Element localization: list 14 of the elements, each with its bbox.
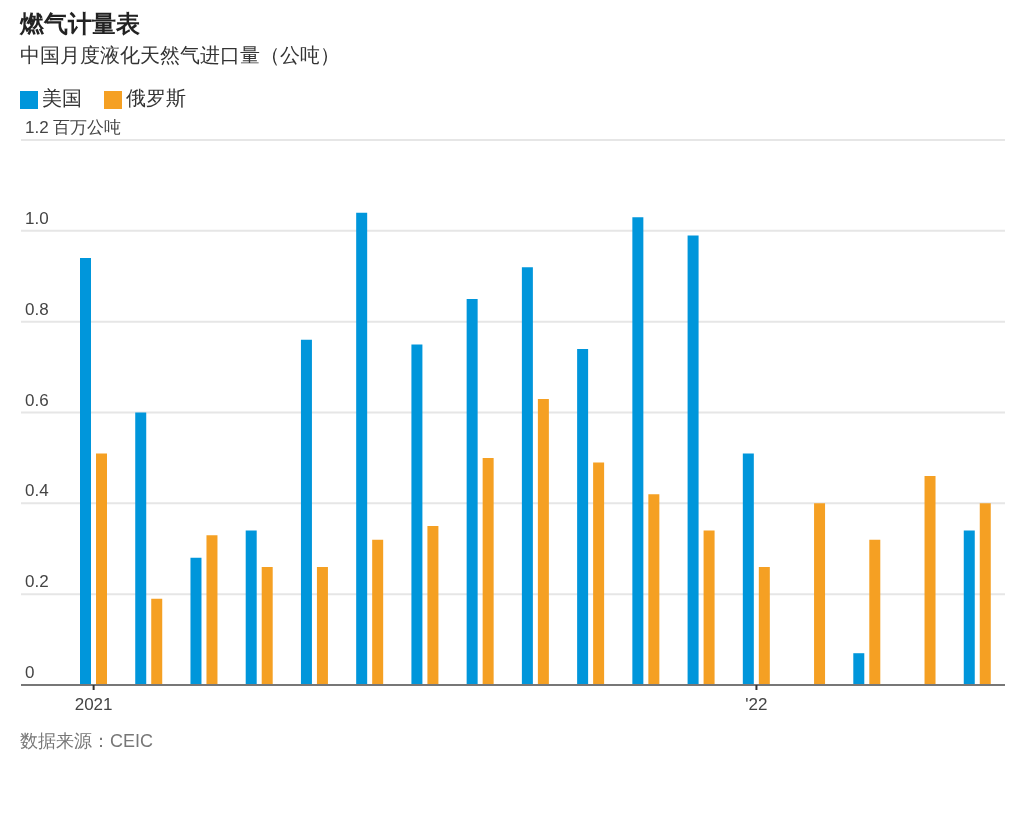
chart-title: 燃气计量表 [20,9,141,39]
y-tick-label: 1.2 百万公吨 [25,118,122,137]
y-tick-label: 0.2 [25,572,49,592]
y-tick-label: 0.8 [25,299,49,319]
y-tick-label: 0 [25,663,35,682]
legend-label: 俄罗斯 [126,87,186,109]
y-tick-label: 0.6 [25,390,49,410]
y-tick-label: 0.4 [25,481,49,501]
x-tick-label: 2021 [74,695,113,714]
x-tick-label: '22 [745,695,768,714]
legend-label: 美国 [42,87,82,109]
chart-subtitle: 中国月度液化天然气进口量（公吨） [20,43,341,68]
source-note: 数据来源：CEIC [20,730,154,753]
y-tick-label: 1.0 [25,208,49,228]
